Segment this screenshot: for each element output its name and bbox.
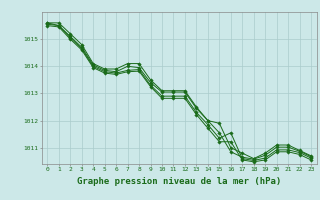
X-axis label: Graphe pression niveau de la mer (hPa): Graphe pression niveau de la mer (hPa) [77,177,281,186]
